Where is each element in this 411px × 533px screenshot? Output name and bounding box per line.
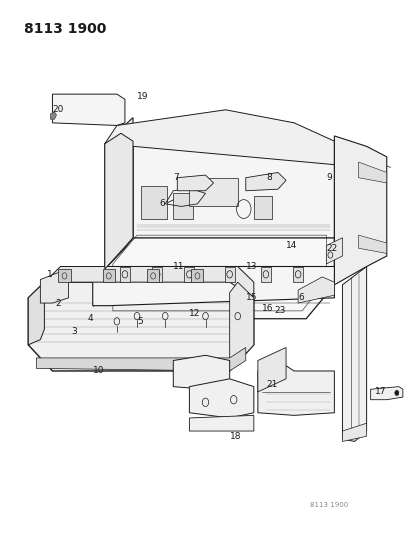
Polygon shape bbox=[189, 415, 254, 431]
Text: 12: 12 bbox=[189, 309, 201, 318]
Text: 7: 7 bbox=[173, 173, 179, 182]
Polygon shape bbox=[358, 235, 387, 254]
Polygon shape bbox=[230, 282, 254, 371]
Text: 8113 1900: 8113 1900 bbox=[310, 502, 349, 508]
Text: 6: 6 bbox=[159, 199, 165, 208]
Text: 21: 21 bbox=[266, 379, 277, 389]
Bar bbox=[254, 196, 272, 220]
Polygon shape bbox=[335, 136, 387, 285]
Polygon shape bbox=[28, 282, 44, 345]
Bar bbox=[141, 185, 167, 220]
Polygon shape bbox=[177, 175, 214, 191]
Polygon shape bbox=[258, 348, 286, 392]
Polygon shape bbox=[133, 144, 335, 238]
Text: 4: 4 bbox=[87, 314, 93, 323]
Polygon shape bbox=[258, 360, 335, 415]
Bar bbox=[173, 193, 194, 220]
Polygon shape bbox=[93, 266, 335, 306]
Text: 15: 15 bbox=[246, 293, 257, 302]
Circle shape bbox=[395, 390, 399, 395]
Polygon shape bbox=[147, 269, 159, 282]
Text: 13: 13 bbox=[246, 262, 257, 271]
Polygon shape bbox=[51, 112, 56, 119]
Polygon shape bbox=[185, 266, 194, 282]
Text: 14: 14 bbox=[286, 241, 298, 250]
Polygon shape bbox=[103, 269, 115, 282]
Text: 23: 23 bbox=[274, 306, 285, 316]
Polygon shape bbox=[53, 94, 125, 125]
Polygon shape bbox=[342, 266, 367, 441]
Text: 5: 5 bbox=[137, 317, 143, 326]
Polygon shape bbox=[28, 282, 254, 371]
Polygon shape bbox=[192, 269, 203, 282]
Polygon shape bbox=[58, 269, 71, 282]
Text: 20: 20 bbox=[53, 106, 64, 114]
Text: 19: 19 bbox=[137, 92, 148, 101]
Polygon shape bbox=[105, 133, 133, 269]
Text: 11: 11 bbox=[173, 262, 185, 271]
Polygon shape bbox=[225, 266, 235, 282]
Polygon shape bbox=[261, 266, 271, 282]
Polygon shape bbox=[36, 348, 246, 371]
Polygon shape bbox=[173, 356, 230, 389]
Polygon shape bbox=[342, 423, 367, 441]
Text: 9: 9 bbox=[326, 173, 332, 182]
Polygon shape bbox=[189, 379, 254, 418]
Polygon shape bbox=[40, 272, 69, 303]
Polygon shape bbox=[293, 266, 303, 282]
Polygon shape bbox=[326, 238, 342, 264]
Text: 10: 10 bbox=[93, 367, 104, 375]
Polygon shape bbox=[298, 277, 335, 303]
Text: 3: 3 bbox=[71, 327, 76, 336]
Polygon shape bbox=[120, 266, 130, 282]
Text: 1: 1 bbox=[47, 270, 53, 279]
Text: 22: 22 bbox=[326, 244, 337, 253]
Polygon shape bbox=[105, 118, 133, 269]
Text: 8113 1900: 8113 1900 bbox=[24, 22, 106, 36]
Polygon shape bbox=[105, 238, 335, 319]
Text: 2: 2 bbox=[55, 298, 60, 308]
Bar bbox=[189, 177, 238, 206]
Text: 8: 8 bbox=[266, 173, 272, 182]
Polygon shape bbox=[105, 110, 335, 165]
Text: 18: 18 bbox=[230, 432, 241, 441]
Polygon shape bbox=[358, 162, 387, 183]
Polygon shape bbox=[371, 386, 403, 400]
Polygon shape bbox=[44, 266, 254, 298]
Polygon shape bbox=[152, 266, 162, 282]
Text: 16: 16 bbox=[262, 304, 273, 313]
Text: 17: 17 bbox=[375, 387, 386, 397]
Text: 6: 6 bbox=[298, 293, 304, 302]
Polygon shape bbox=[246, 173, 286, 191]
